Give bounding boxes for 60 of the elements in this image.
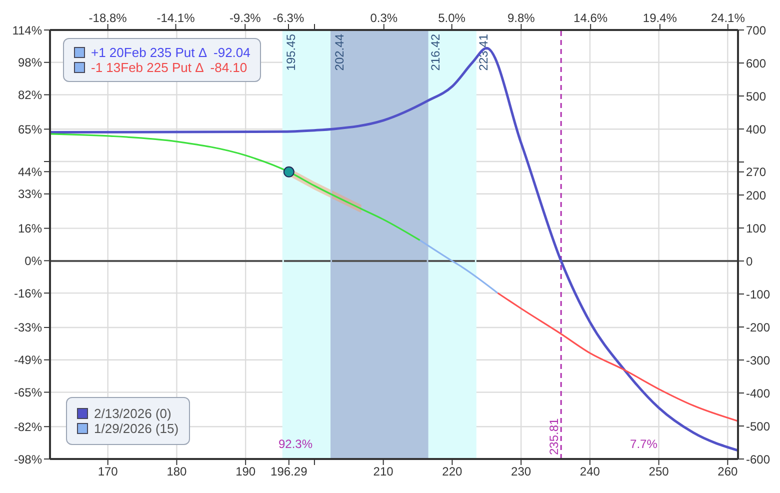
y-tick-label: 65% (18, 122, 42, 136)
legend-label: 2/13/2026 (0) (94, 406, 172, 421)
x-tick-label: 260 (718, 464, 738, 479)
x2-tick-label: -9.3% (229, 11, 262, 25)
x-tick-label: 230 (511, 464, 532, 479)
annotation: +1 20Feb 235 Put Δ -92.04 (91, 45, 250, 60)
x2-tick-label: 14.6% (574, 11, 608, 25)
ref-line-label: 195.45 (284, 34, 298, 71)
y2-tick-label: 500 (746, 89, 766, 104)
y-tick-label: -98% (14, 452, 42, 466)
x-tick-label: 210 (373, 464, 394, 479)
legend-label: 1/29/2026 (15) (94, 421, 179, 436)
x2-tick-label: -6.3% (272, 11, 304, 25)
y2-tick-label: 200 (746, 188, 766, 202)
y2-tick-label: 0 (746, 254, 753, 268)
y-tick-label: 82% (18, 88, 42, 102)
y-tick-label: -33% (14, 320, 42, 335)
y2-tick-label: 600 (746, 56, 766, 70)
y2-tick-label: -300 (746, 353, 770, 368)
y2-tick-label: -400 (746, 386, 770, 400)
y2-tick-label: 700 (746, 23, 766, 38)
x-tick-label: 180 (166, 464, 188, 479)
ref-line-label: 202.44 (332, 34, 346, 71)
x-tick-label: 250 (648, 464, 670, 479)
y-tick-label: 44% (18, 164, 42, 179)
y2-tick-label: 100 (746, 221, 766, 236)
line-series (419, 239, 498, 294)
x-tick-label: 240 (580, 464, 600, 479)
y-tick-label: -82% (14, 420, 42, 434)
x-tick-label: 170 (98, 464, 118, 479)
x2-tick-label: 9.8% (508, 11, 536, 25)
x2-tick-label: 19.4% (642, 11, 678, 25)
y2-tick-label: -500 (746, 419, 770, 434)
x-tick-label: 196.29 (270, 464, 308, 479)
annotation: 7.7% (630, 437, 658, 452)
y-tick-label: 16% (18, 222, 42, 236)
y-tick-label: -65% (14, 385, 42, 400)
y2-tick-label: -600 (746, 452, 770, 466)
annotation: -1 13Feb 225 Put Δ -84.10 (91, 60, 248, 75)
x2-tick-label: 24.1% (710, 11, 746, 25)
x2-tick-label: 0.3% (370, 11, 398, 25)
x-tick-label: 220 (442, 464, 463, 479)
y-tick-label: -49% (14, 353, 42, 368)
x2-tick-label: -14.1% (156, 11, 196, 25)
annotation: 92.3% (278, 437, 313, 452)
y-tick-label: 98% (18, 56, 42, 70)
y2-tick-label: 400 (746, 122, 766, 136)
y2-tick-label: -100 (746, 287, 770, 302)
y-tick-label: 114% (12, 23, 42, 38)
line-series (50, 133, 421, 242)
y2-tick-label: 270 (746, 165, 766, 180)
ref-line-label: 216.42 (428, 34, 443, 71)
x-tick-label: 190 (236, 464, 256, 479)
y-tick-label: 33% (18, 187, 42, 202)
y-tick-label: -16% (14, 286, 42, 300)
y2-tick-label: -200 (746, 320, 770, 334)
ref-line-label: 235.81 (547, 418, 562, 455)
x2-tick-label: 5.0% (438, 11, 466, 25)
x2-tick-label: -18.8% (88, 11, 128, 25)
y-tick-label: 0% (24, 254, 42, 268)
